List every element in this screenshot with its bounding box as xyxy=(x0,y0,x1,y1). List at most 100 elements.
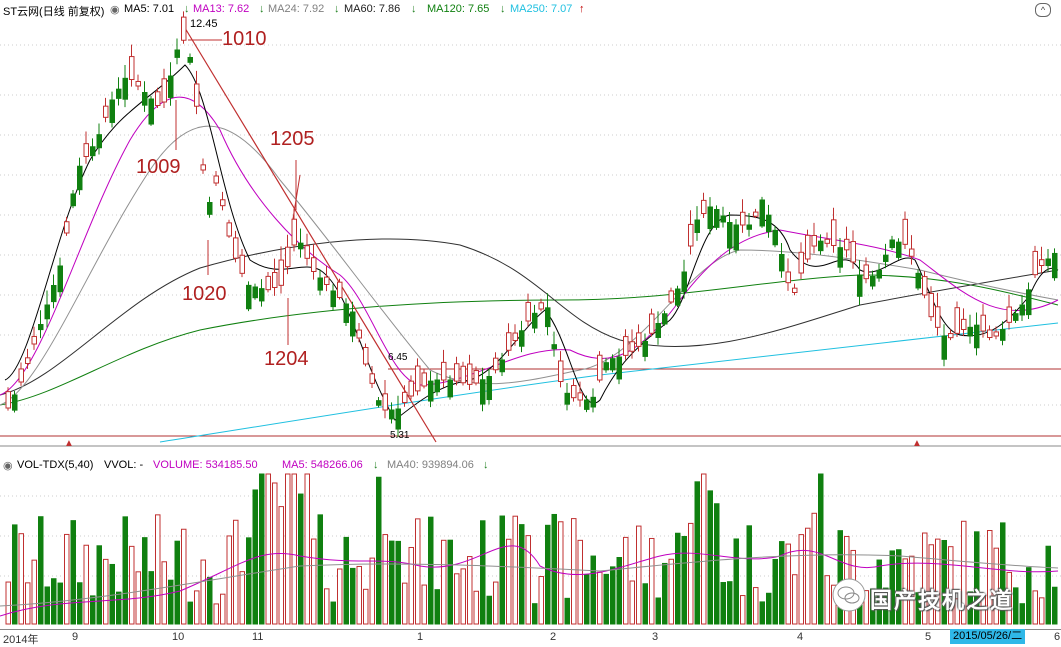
candle xyxy=(285,246,291,268)
axis-label: 6 xyxy=(1054,631,1061,643)
candle xyxy=(922,276,928,296)
ma24-value: MA24: 7.92 xyxy=(268,3,325,15)
volume-bar xyxy=(454,573,460,625)
candle xyxy=(473,370,479,384)
candle xyxy=(25,357,31,364)
candle xyxy=(155,91,161,107)
wechat-icon xyxy=(832,578,866,612)
candle xyxy=(220,199,226,207)
candle xyxy=(181,16,187,41)
volume-bar xyxy=(1006,571,1012,625)
volume-bar xyxy=(122,516,128,625)
volume-bar xyxy=(174,540,180,625)
volume-bar xyxy=(545,524,551,625)
volume-bar xyxy=(376,476,382,625)
volume-bar xyxy=(519,524,525,625)
ma60-value: MA60: 7.86 xyxy=(344,3,401,15)
candle xyxy=(304,245,310,259)
candle xyxy=(1045,258,1051,267)
volume-bar xyxy=(330,601,336,625)
volume-bar xyxy=(935,538,941,625)
candle xyxy=(51,285,57,303)
volume-bar xyxy=(571,518,577,625)
axis-label: 5 xyxy=(925,631,932,643)
candle xyxy=(460,365,466,384)
volume-bar xyxy=(662,562,668,625)
candle xyxy=(727,222,733,249)
volume-bar xyxy=(291,473,297,625)
candle xyxy=(486,376,492,401)
volume-bar xyxy=(441,539,447,625)
candle xyxy=(551,344,557,350)
vvol-value: VVOL: - xyxy=(104,459,144,471)
candle xyxy=(987,329,993,338)
volume-bar xyxy=(532,603,538,625)
close-icon[interactable]: ^ xyxy=(1035,3,1051,17)
volume-bar xyxy=(142,537,148,625)
volume-bar xyxy=(766,592,772,625)
candle xyxy=(883,254,889,262)
volume-chart[interactable] xyxy=(0,456,1061,629)
axis-label: 10 xyxy=(172,631,185,643)
candle xyxy=(213,175,219,184)
volume-bar xyxy=(772,558,778,625)
volume-bar xyxy=(805,527,811,625)
price-chart[interactable]: ▲ ▲ xyxy=(0,0,1061,456)
candle xyxy=(597,354,603,381)
candle xyxy=(935,306,941,328)
candle xyxy=(954,307,960,334)
volume-bar xyxy=(993,547,999,625)
candle xyxy=(805,234,811,260)
vol-ma40-line xyxy=(0,554,1059,607)
volume-bar xyxy=(1013,587,1019,625)
volume-bar xyxy=(109,563,115,625)
candle xyxy=(863,264,869,280)
candle xyxy=(31,336,37,345)
volume-bar xyxy=(727,581,733,625)
candle xyxy=(142,92,148,106)
candle xyxy=(636,332,642,347)
volume-bar xyxy=(415,518,421,625)
candle xyxy=(1026,289,1032,316)
volume-bar xyxy=(798,534,804,625)
volume-bar xyxy=(655,597,661,625)
ma250-value: MA250: 7.07 xyxy=(510,3,573,15)
settings-icon[interactable]: ◉ xyxy=(3,460,13,472)
volume-bar xyxy=(460,568,466,625)
candle xyxy=(272,272,278,288)
candle xyxy=(363,346,369,365)
candle xyxy=(896,241,902,258)
volume-bar xyxy=(597,571,603,625)
ma13-value: MA13: 7.62 xyxy=(193,3,250,15)
volume-bar xyxy=(967,591,973,625)
candle xyxy=(792,287,798,293)
candle xyxy=(207,202,213,215)
candle xyxy=(584,399,590,410)
volume-bar xyxy=(311,538,317,625)
dropdown-icon[interactable]: ◉ xyxy=(110,4,120,16)
candle xyxy=(12,394,18,411)
volume-bar xyxy=(382,534,388,625)
candle xyxy=(135,80,141,87)
volume-bar xyxy=(701,473,707,625)
volume-bar xyxy=(155,514,161,625)
volume-bar xyxy=(77,582,83,625)
axis-label: 2 xyxy=(550,631,557,643)
volume-bar xyxy=(616,557,622,625)
candle xyxy=(174,49,180,58)
volume-bar xyxy=(629,580,635,625)
candle xyxy=(558,360,564,382)
candle xyxy=(629,341,635,352)
candle xyxy=(129,56,135,80)
volume-bar xyxy=(473,590,479,625)
volume-bar xyxy=(681,535,687,625)
candle xyxy=(161,78,167,103)
candle xyxy=(1032,250,1038,276)
axis-label: 2014年 xyxy=(3,634,39,646)
volume-bar xyxy=(902,558,908,625)
candle xyxy=(694,219,700,233)
volume-bar xyxy=(116,591,122,625)
candle xyxy=(681,271,687,292)
volume-bar xyxy=(1039,597,1045,625)
candle xyxy=(909,248,915,257)
